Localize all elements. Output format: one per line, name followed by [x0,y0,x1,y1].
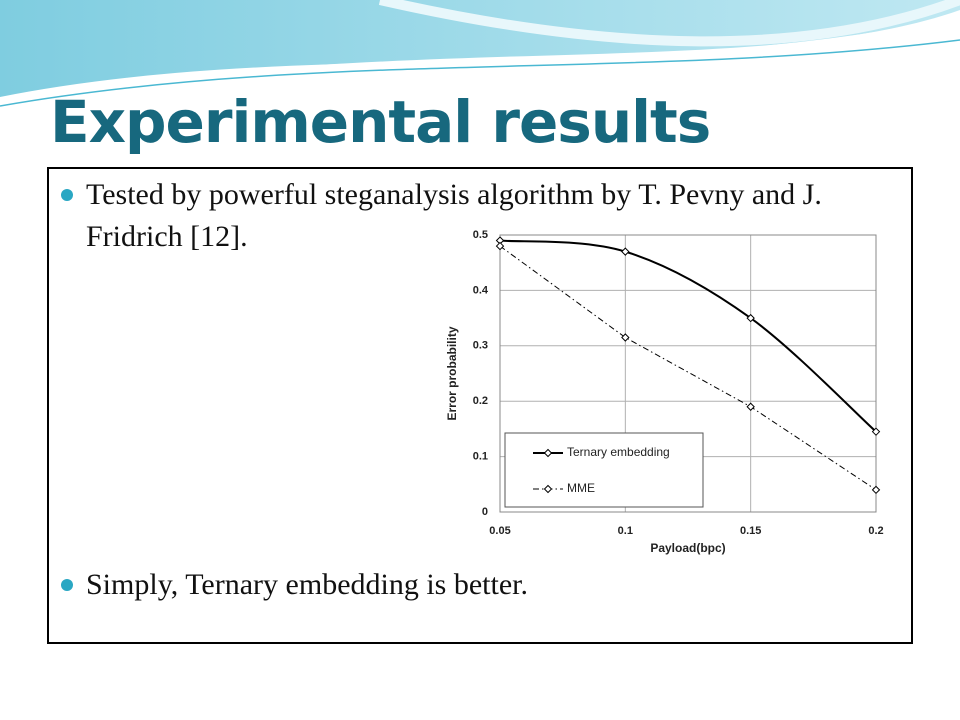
data-point [746,313,755,323]
data-point [495,241,505,251]
header-waves [0,0,960,107]
y-tick-label: 0.3 [473,340,488,352]
y-tick-label: 0.2 [473,395,488,407]
x-tick-label: 0.2 [868,525,883,537]
content-box [47,167,913,644]
wave [0,17,960,103]
bullet-text: Simply, Ternary embedding is better. [86,568,528,601]
y-tick-label: 0.1 [473,451,488,463]
plot-frame [499,234,877,513]
y-axis-label: Error probability [445,326,459,420]
y-tick-label: 0 [482,506,488,518]
legend-label: MME [567,481,595,495]
slide-title: Experimental results [50,88,711,156]
x-tick-label: 0.15 [740,525,761,537]
chart-background [440,224,892,562]
bullet: Simply, Ternary embedding is better. [61,564,896,606]
wave [0,39,960,107]
series-line [499,239,877,433]
data-point [871,427,881,436]
wave [378,0,960,47]
bullet: Tested by powerful steganalysis algorith… [61,174,896,258]
y-tick-label: 0.4 [473,284,489,296]
wave [0,0,960,100]
legend-box [504,432,704,508]
data-point [621,333,630,342]
bullet-dot [61,579,73,591]
series-line [499,245,877,491]
data-point [746,402,755,411]
legend-marker [543,484,553,494]
x-tick-label: 0.05 [489,525,510,537]
legend-label: Ternary embedding [567,445,670,459]
x-axis-label: Payload(bpc) [650,541,725,555]
legend-marker [543,448,553,458]
data-point [871,485,881,495]
y-tick-label: 0.5 [473,229,488,241]
bullet-text: Tested by powerful steganalysis algorith… [86,178,822,253]
data-point [621,247,630,256]
bullet-dot [61,189,73,201]
x-tick-label: 0.1 [618,525,633,537]
